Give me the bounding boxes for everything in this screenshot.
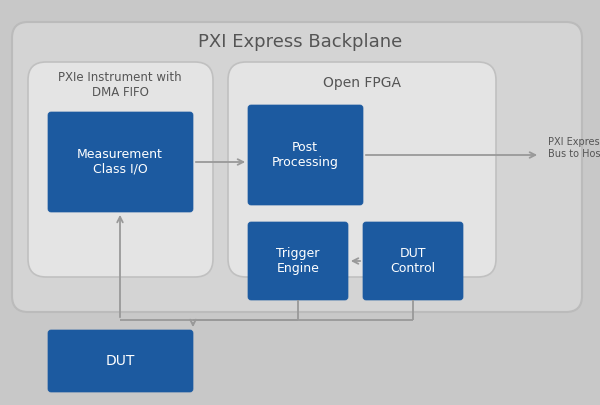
FancyBboxPatch shape bbox=[48, 112, 193, 212]
Text: PXI Express
Bus to Host: PXI Express Bus to Host bbox=[548, 137, 600, 159]
FancyBboxPatch shape bbox=[48, 330, 193, 392]
FancyBboxPatch shape bbox=[248, 222, 348, 300]
Text: Post
Processing: Post Processing bbox=[272, 141, 338, 169]
FancyBboxPatch shape bbox=[228, 62, 496, 277]
FancyBboxPatch shape bbox=[248, 105, 363, 205]
Text: Open FPGA: Open FPGA bbox=[323, 76, 401, 90]
FancyBboxPatch shape bbox=[363, 222, 463, 300]
FancyBboxPatch shape bbox=[12, 22, 582, 312]
Text: Measurement
Class I/O: Measurement Class I/O bbox=[77, 148, 163, 176]
Text: Trigger
Engine: Trigger Engine bbox=[277, 247, 320, 275]
Text: DUT
Control: DUT Control bbox=[391, 247, 436, 275]
Text: DUT: DUT bbox=[106, 354, 134, 368]
Text: PXI Express Backplane: PXI Express Backplane bbox=[198, 33, 402, 51]
FancyBboxPatch shape bbox=[28, 62, 213, 277]
Text: PXIe Instrument with
DMA FIFO: PXIe Instrument with DMA FIFO bbox=[58, 71, 182, 99]
